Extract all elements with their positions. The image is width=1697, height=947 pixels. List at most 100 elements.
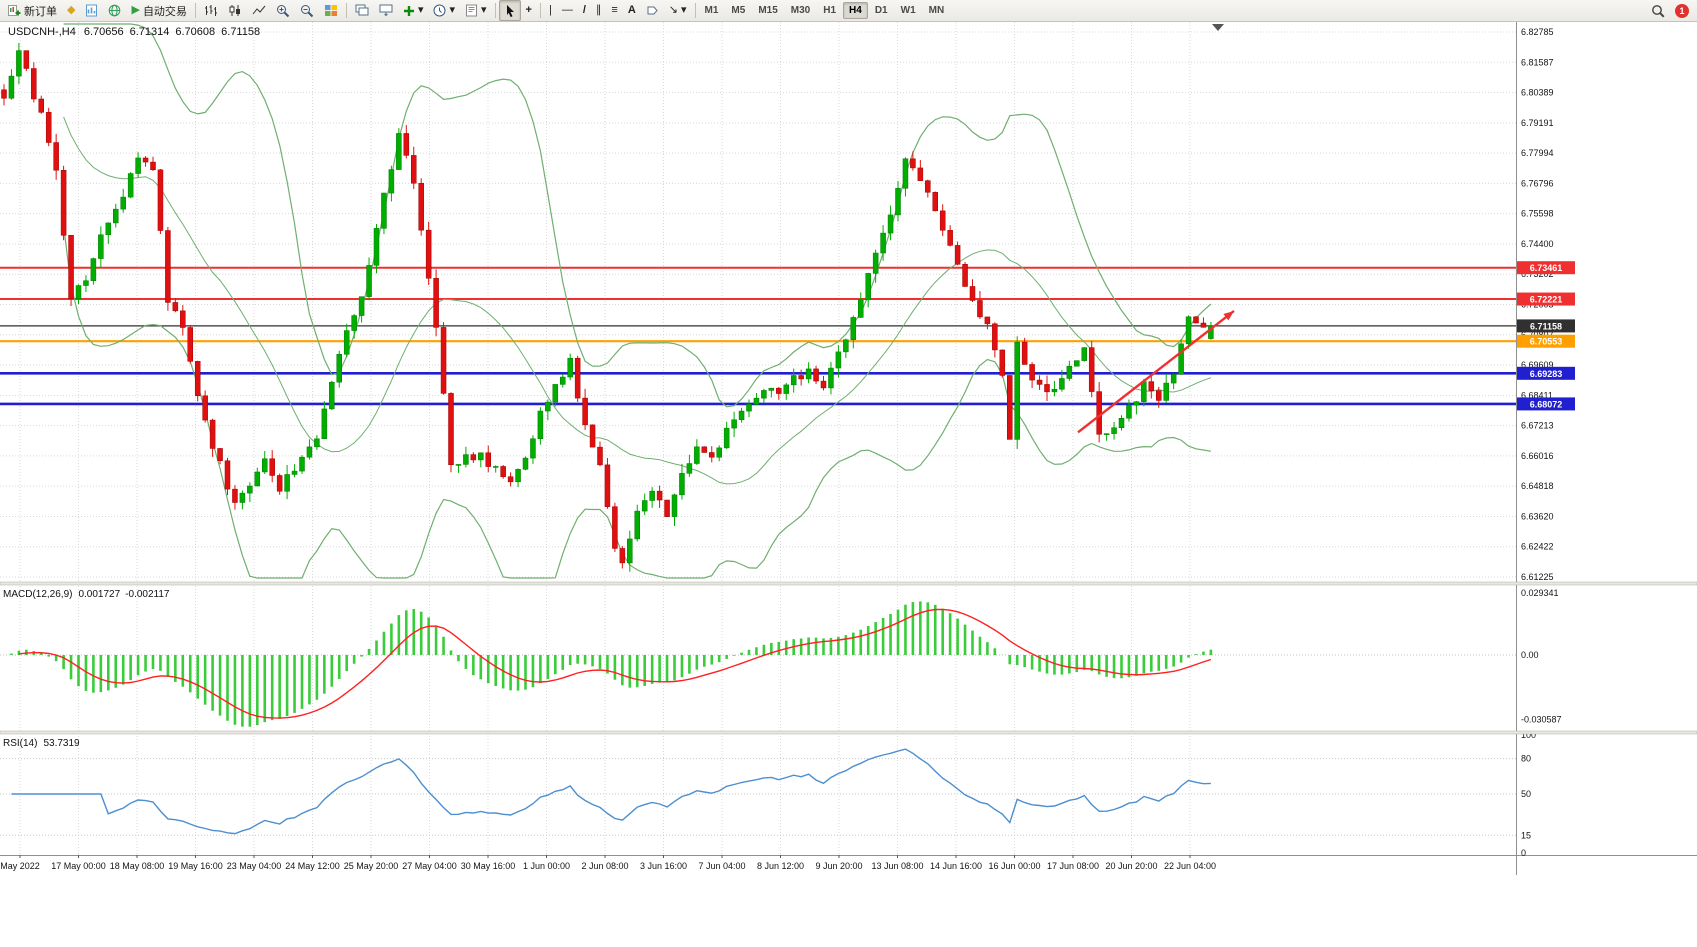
bar-chart-button[interactable] [199,0,223,21]
svg-text:6.67213: 6.67213 [1521,421,1554,431]
arrow-tool-icon: ↘ [668,4,678,16]
trendline-button[interactable]: / [578,0,591,21]
globe-icon [109,4,121,17]
label-tag-icon [647,6,658,15]
svg-text:6.68411: 6.68411 [1521,390,1553,400]
market-watch-button[interactable] [103,0,126,21]
svg-text:23 May 04:00: 23 May 04:00 [227,861,282,871]
svg-text:6.64818: 6.64818 [1521,481,1554,491]
text-button[interactable]: A [623,0,641,21]
chevron-down-icon: ▾ [481,4,487,16]
charts-button[interactable] [80,0,103,21]
svg-text:9 Jun 20:00: 9 Jun 20:00 [815,861,862,871]
svg-text:2 Jun 08:00: 2 Jun 08:00 [581,861,628,871]
toolbar-separator [539,3,541,18]
price-axis-labels: 6.82785 6.81587 6.80389 6.79191 6.77994 6.767… [1521,27,1562,858]
new-order-icon [8,5,21,16]
channel-button[interactable]: ∥ [591,0,607,21]
svg-text:6.80389: 6.80389 [1521,88,1554,98]
zoom-in-icon [276,4,290,17]
autotrade-button[interactable]: ▶ 自动交易 [126,0,191,21]
svg-text:27 May 04:00: 27 May 04:00 [402,861,457,871]
candlestick-chart-icon [229,5,240,16]
cursor-icon [506,4,514,17]
svg-text:6.79191: 6.79191 [1521,118,1554,128]
chart-canvas[interactable]: 6.82785 6.81587 6.80389 6.79191 6.77994 6.767… [0,22,1697,942]
svg-text:17 Jun 08:00: 17 Jun 08:00 [1047,861,1099,871]
chart-page-icon [86,4,98,17]
grid [0,22,1516,855]
timeframe-d1-button[interactable]: D1 [874,5,888,16]
tile-windows-icon [324,5,337,16]
panel-splitter-rsi[interactable] [0,730,1697,735]
cascade-windows-button[interactable] [350,0,374,21]
timeframe-h1-button[interactable]: H1 [823,5,837,16]
svg-text:22 Jun 04:00: 22 Jun 04:00 [1164,861,1216,871]
candlestick-chart-button[interactable] [223,0,247,21]
timeframe-w1-button[interactable]: W1 [900,5,916,16]
cascade-windows-icon [355,4,369,16]
cursor-button[interactable] [498,0,521,21]
timeframe-m30-button[interactable]: M30 [790,5,811,16]
fibonacci-icon: ≡ [611,4,618,16]
svg-text:3 Jun 16:00: 3 Jun 16:00 [640,861,687,871]
svg-text:16 Jun 00:00: 16 Jun 00:00 [988,861,1040,871]
timeframe-m5-button[interactable]: M5 [731,5,746,16]
timeframe-m1-button[interactable]: M1 [704,5,719,16]
bar-chart-icon [204,5,217,16]
timeframe-h4-button[interactable]: H4 [843,2,868,19]
notification-badge[interactable]: 1 [1675,3,1689,18]
search-icon [1652,4,1665,18]
svg-text:25 May 20:00: 25 May 20:00 [344,861,399,871]
periods-button[interactable]: ▾ [428,0,460,21]
horizontal-line-button[interactable]: — [557,0,578,21]
timeframe-m15-button[interactable]: M15 [758,5,778,16]
crosshair-button[interactable]: + [521,0,537,21]
svg-text:20 Jun 20:00: 20 Jun 20:00 [1105,861,1157,871]
time-axis[interactable]: May 2022 17 May 00:00 18 May 08:00 19 May 1… [0,855,1216,871]
svg-text:6.72221: 6.72221 [1530,295,1563,305]
svg-text:18 May 08:00: 18 May 08:00 [110,861,165,871]
chart-title-ohlc: USDCNH-,H4 6.70656 6.71314 6.70608 6.71158 [8,26,260,38]
chevron-down-icon: ▾ [417,4,424,16]
label-button[interactable] [641,0,664,21]
trend-arrow[interactable] [1077,309,1235,434]
svg-text:8 Jun 12:00: 8 Jun 12:00 [757,861,804,871]
svg-text:6.69609: 6.69609 [1521,360,1554,370]
svg-text:0.00: 0.00 [1521,650,1539,660]
svg-text:0.029341: 0.029341 [1521,588,1559,598]
rsi-label: RSI(14) 53.7319 [3,738,80,749]
svg-text:6.82785: 6.82785 [1521,27,1554,37]
arrange-windows-icon [379,4,393,17]
history-button[interactable]: ◆ [62,0,80,21]
timeframe-group: M1 M5 M15 M30 H1 H4 D1 W1 MN [699,2,951,19]
search-button[interactable] [1646,0,1670,21]
svg-text:6.69283: 6.69283 [1530,369,1563,379]
arrange-windows-button[interactable] [374,0,398,21]
templates-button[interactable]: ▾ [460,0,492,21]
clock-icon [433,4,446,17]
macd-signal-line [18,608,1212,719]
svg-text:19 May 16:00: 19 May 16:00 [168,861,223,871]
new-order-button[interactable]: 新订单 [3,0,62,21]
svg-text:-0.030587: -0.030587 [1521,715,1562,725]
zoom-in-button[interactable] [271,0,295,21]
horizontal-level-lines[interactable] [0,266,1516,406]
tile-windows-button[interactable] [319,0,343,21]
svg-text:6.68072: 6.68072 [1530,399,1563,409]
svg-text:6.61225: 6.61225 [1521,572,1554,582]
vertical-line-button[interactable]: | [544,0,557,21]
timeframe-mn-button[interactable]: MN [928,5,945,16]
zoom-out-icon [300,4,314,17]
arrows-button[interactable]: ↘ ▾ [664,0,692,21]
svg-text:6.66016: 6.66016 [1521,451,1554,461]
svg-text:17 May 00:00: 17 May 00:00 [51,861,106,871]
line-chart-button[interactable] [247,0,271,21]
horizontal-line-icon: — [561,4,573,16]
fibonacci-button[interactable]: ≡ [606,0,622,21]
svg-text:6.70553: 6.70553 [1530,337,1563,347]
zoom-out-button[interactable] [295,0,319,21]
indicators-button[interactable]: ▾ [398,0,429,21]
toolbar-separator [694,3,696,18]
panel-splitter-macd[interactable] [0,581,1697,586]
